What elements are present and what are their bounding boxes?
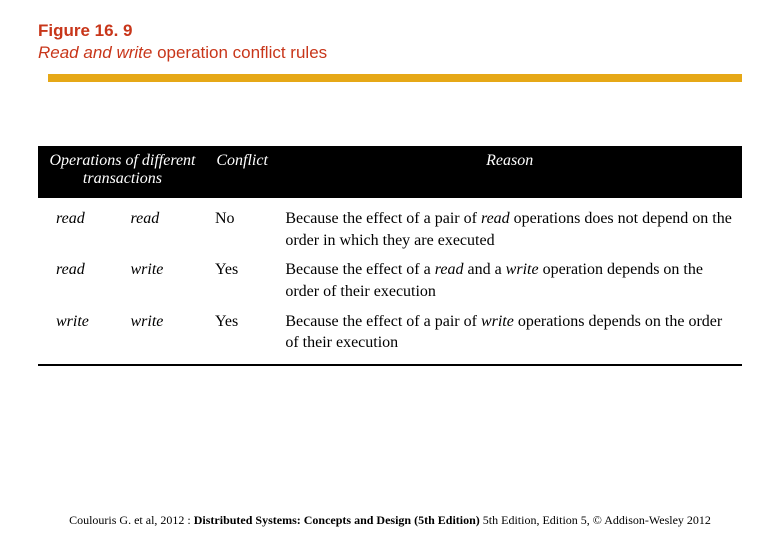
table-row: write write Yes Because the effect of a … bbox=[38, 307, 742, 358]
footer-pre: Coulouris G. et al, 2012 : bbox=[69, 513, 194, 527]
figure-caption-rest: operation conflict rules bbox=[152, 43, 327, 62]
reason-em: write bbox=[481, 313, 514, 330]
cell-op2: read bbox=[122, 198, 206, 255]
reason-text: Because the effect of a pair of bbox=[285, 313, 481, 330]
col-header-conflict: Conflict bbox=[207, 146, 277, 198]
table-bottom-rule bbox=[38, 364, 742, 366]
col-header-reason: Reason bbox=[277, 146, 742, 198]
cell-reason: Because the effect of a pair of read ope… bbox=[277, 198, 742, 255]
figure-caption-italic: Read and write bbox=[38, 43, 152, 62]
footer-citation: Coulouris G. et al, 2012 : Distributed S… bbox=[0, 513, 780, 528]
reason-text: Because the effect of a pair of bbox=[285, 210, 481, 227]
figure-caption: Read and write operation conflict rules bbox=[38, 42, 742, 64]
cell-op1: read bbox=[38, 198, 122, 255]
cell-conflict: No bbox=[207, 198, 277, 255]
cell-op2: write bbox=[122, 307, 206, 358]
col-header-operations: Operations of different transactions bbox=[38, 146, 207, 198]
table-header-row: Operations of different transactions Con… bbox=[38, 146, 742, 198]
cell-op1: write bbox=[38, 307, 122, 358]
cell-conflict: Yes bbox=[207, 255, 277, 306]
reason-em: write bbox=[506, 261, 539, 278]
reason-text: and a bbox=[463, 261, 505, 278]
cell-op2: write bbox=[122, 255, 206, 306]
figure-number: Figure 16. 9 bbox=[38, 20, 742, 42]
conflict-table-wrap: Operations of different transactions Con… bbox=[38, 146, 742, 366]
cell-conflict: Yes bbox=[207, 307, 277, 358]
slide: Figure 16. 9 Read and write operation co… bbox=[0, 0, 780, 540]
cell-reason: Because the effect of a read and a write… bbox=[277, 255, 742, 306]
footer-bold: Distributed Systems: Concepts and Design… bbox=[194, 513, 480, 527]
gold-divider bbox=[48, 74, 742, 82]
table-row: read write Yes Because the effect of a r… bbox=[38, 255, 742, 306]
cell-reason: Because the effect of a pair of write op… bbox=[277, 307, 742, 358]
figure-title-block: Figure 16. 9 Read and write operation co… bbox=[38, 20, 742, 64]
cell-op1: read bbox=[38, 255, 122, 306]
reason-text: Because the effect of a bbox=[285, 261, 434, 278]
footer-post: 5th Edition, Edition 5, © Addison-Wesley… bbox=[480, 513, 711, 527]
conflict-table: Operations of different transactions Con… bbox=[38, 146, 742, 358]
table-row: read read No Because the effect of a pai… bbox=[38, 198, 742, 255]
reason-em: read bbox=[435, 261, 464, 278]
reason-em: read bbox=[481, 210, 510, 227]
